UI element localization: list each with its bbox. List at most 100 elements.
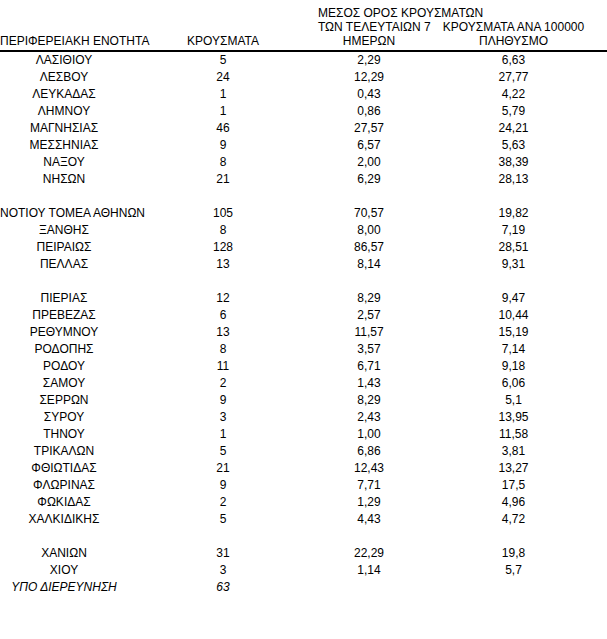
separator-row — [0, 273, 607, 290]
cell-avg7days: 7,71 — [318, 477, 420, 494]
table-row: ΛΕΣΒΟΥ 24 12,29 27,77 — [0, 69, 607, 86]
cell-avg7days: 2,43 — [318, 409, 420, 426]
cell-region: ΧΑΝΙΩΝ — [0, 545, 128, 562]
cell-cases: 2 — [128, 494, 318, 511]
table-row: ΝΑΞΟΥ 8 2,00 38,39 — [0, 154, 607, 171]
cell-avg7days: 4,43 — [318, 511, 420, 528]
cell-region: ΝΟΤΙΟΥ ΤΟΜΕΑ ΑΘΗΝΩΝ — [0, 205, 128, 222]
cell-avg7days: 6,71 — [318, 358, 420, 375]
cell-per100k: 9,31 — [420, 256, 607, 273]
cell-cases: 21 — [128, 171, 318, 188]
cell-region: ΣΥΡΟΥ — [0, 409, 128, 426]
table-row: ΜΑΓΝΗΣΙΑΣ 46 27,57 24,21 — [0, 120, 607, 137]
table-row: ΠΡΕΒΕΖΑΣ 6 2,57 10,44 — [0, 307, 607, 324]
table-row: ΦΘΙΩΤΙΔΑΣ 21 12,43 13,27 — [0, 460, 607, 477]
table-row: ΡΟΔΟΠΗΣ 8 3,57 7,14 — [0, 341, 607, 358]
column-header-per100k-line2: ΠΛΗΘΥΣΜΟ — [420, 34, 607, 48]
cell-cases: 24 — [128, 69, 318, 86]
cell-per100k: 7,14 — [420, 341, 607, 358]
cell-region: ΣΑΜΟΥ — [0, 375, 128, 392]
cell-per100k: 9,18 — [420, 358, 607, 375]
cell-cases: 63 — [128, 579, 318, 596]
cell-cases: 9 — [128, 477, 318, 494]
table-row: ΝΗΣΩΝ 21 6,29 28,13 — [0, 171, 607, 188]
table-row: ΠΕΙΡΑΙΩΣ 128 86,57 28,51 — [0, 239, 607, 256]
table-row: ΤΡΙΚΑΛΩΝ 5 6,86 3,81 — [0, 443, 607, 460]
cell-per100k: 7,19 — [420, 222, 607, 239]
cell-per100k: 38,39 — [420, 154, 607, 171]
cell-region: ΝΗΣΩΝ — [0, 171, 128, 188]
cell-region: ΜΑΓΝΗΣΙΑΣ — [0, 120, 128, 137]
cell-cases: 8 — [128, 341, 318, 358]
cell-region: ΤΡΙΚΑΛΩΝ — [0, 443, 128, 460]
cell-region: ΠΙΕΡΙΑΣ — [0, 290, 128, 307]
cell-per100k: 13,95 — [420, 409, 607, 426]
cell-per100k: 11,58 — [420, 426, 607, 443]
table-row: ΦΛΩΡΙΝΑΣ 9 7,71 17,5 — [0, 477, 607, 494]
cell-cases: 21 — [128, 460, 318, 477]
cell-per100k: 28,13 — [420, 171, 607, 188]
column-header-region: ΠΕΡΙΦΕΡΕΙΑΚΗ ΕΝΟΤΗΤΑ — [0, 34, 128, 48]
cell-per100k: 4,72 — [420, 511, 607, 528]
cell-avg7days: 6,29 — [318, 171, 420, 188]
cell-region: ΛΕΥΚΑΔΑΣ — [0, 86, 128, 103]
table-row: ΜΕΣΣΗΝΙΑΣ 9 6,57 5,63 — [0, 137, 607, 154]
cell-avg7days: 2,57 — [318, 307, 420, 324]
table-row: ΧΑΛΚΙΔΙΚΗΣ 5 4,43 4,72 — [0, 511, 607, 528]
table-row: ΠΕΛΛΑΣ 13 8,14 9,31 — [0, 256, 607, 273]
cell-cases: 3 — [128, 562, 318, 579]
table-row: ΤΗΝΟΥ 1 1,00 11,58 — [0, 426, 607, 443]
cell-avg7days: 0,43 — [318, 86, 420, 103]
table-row: ΠΙΕΡΙΑΣ 12 8,29 9,47 — [0, 290, 607, 307]
cell-region: ΤΗΝΟΥ — [0, 426, 128, 443]
cell-per100k: 13,27 — [420, 460, 607, 477]
cell-per100k: 6,06 — [420, 375, 607, 392]
table-row: ΦΩΚΙΔΑΣ 2 1,29 4,96 — [0, 494, 607, 511]
cell-region: ΦΩΚΙΔΑΣ — [0, 494, 128, 511]
cell-region: ΠΕΛΛΑΣ — [0, 256, 128, 273]
table-row: ΡΟΔΟΥ 11 6,71 9,18 — [0, 358, 607, 375]
table-row: ΛΑΣΙΘΙΟΥ 5 2,29 6,63 — [0, 52, 607, 69]
table-row: ΧΙΟΥ 3 1,14 5,7 — [0, 562, 607, 579]
separator-row — [0, 528, 607, 545]
column-header-avg7days-line2: ΤΩΝ ΤΕΛΕΥΤΑΙΩΝ 7 — [318, 20, 420, 34]
table-row: ΣΑΜΟΥ 2 1,43 6,06 — [0, 375, 607, 392]
cell-region: ΧΑΛΚΙΔΙΚΗΣ — [0, 511, 128, 528]
cell-per100k: 4,22 — [420, 86, 607, 103]
table-header: ΠΕΡΙΦΕΡΕΙΑΚΗ ΕΝΟΤΗΤΑ ΚΡΟΥΣΜΑΤΑ ΜΕΣΟΣ ΟΡΟ… — [0, 4, 607, 52]
cell-avg7days: 1,43 — [318, 375, 420, 392]
cell-region: ΦΛΩΡΙΝΑΣ — [0, 477, 128, 494]
cell-avg7days: 1,29 — [318, 494, 420, 511]
cell-cases: 8 — [128, 154, 318, 171]
cell-per100k: 28,51 — [420, 239, 607, 256]
cell-region: ΛΑΣΙΘΙΟΥ — [0, 52, 128, 69]
separator-row — [0, 188, 607, 205]
cell-avg7days: 11,57 — [318, 324, 420, 341]
table-row: ΣΕΡΡΩΝ 9 8,29 5,1 — [0, 392, 607, 409]
column-header-per100k-line1: ΚΡΟΥΣΜΑΤΑ ΑΝΑ 100000 — [420, 20, 607, 34]
column-header-avg7days-line1: ΜΕΣΟΣ ΟΡΟΣ ΚΡΟΥΣΜΑΤΩΝ — [318, 6, 420, 20]
table-row: ΞΑΝΘΗΣ 8 8,00 7,19 — [0, 222, 607, 239]
cell-avg7days: 22,29 — [318, 545, 420, 562]
cell-avg7days: 70,57 — [318, 205, 420, 222]
cell-avg7days: 6,86 — [318, 443, 420, 460]
cell-region: ΠΕΙΡΑΙΩΣ — [0, 239, 128, 256]
cell-region: ΛΕΣΒΟΥ — [0, 69, 128, 86]
cell-per100k: 24,21 — [420, 120, 607, 137]
cell-avg7days: 8,29 — [318, 290, 420, 307]
cell-region: ΣΕΡΡΩΝ — [0, 392, 128, 409]
cell-cases: 12 — [128, 290, 318, 307]
cell-cases: 1 — [128, 103, 318, 120]
cell-cases: 31 — [128, 545, 318, 562]
cell-region: ΝΑΞΟΥ — [0, 154, 128, 171]
cell-per100k: 19,8 — [420, 545, 607, 562]
cell-cases: 105 — [128, 205, 318, 222]
cell-avg7days: 8,14 — [318, 256, 420, 273]
cell-avg7days: 1,14 — [318, 562, 420, 579]
cell-per100k: 5,79 — [420, 103, 607, 120]
table-row: ΛΗΜΝΟΥ 1 0,86 5,79 — [0, 103, 607, 120]
cell-cases: 9 — [128, 392, 318, 409]
cell-avg7days: 0,86 — [318, 103, 420, 120]
cell-region: ΜΕΣΣΗΝΙΑΣ — [0, 137, 128, 154]
cell-avg7days: 86,57 — [318, 239, 420, 256]
